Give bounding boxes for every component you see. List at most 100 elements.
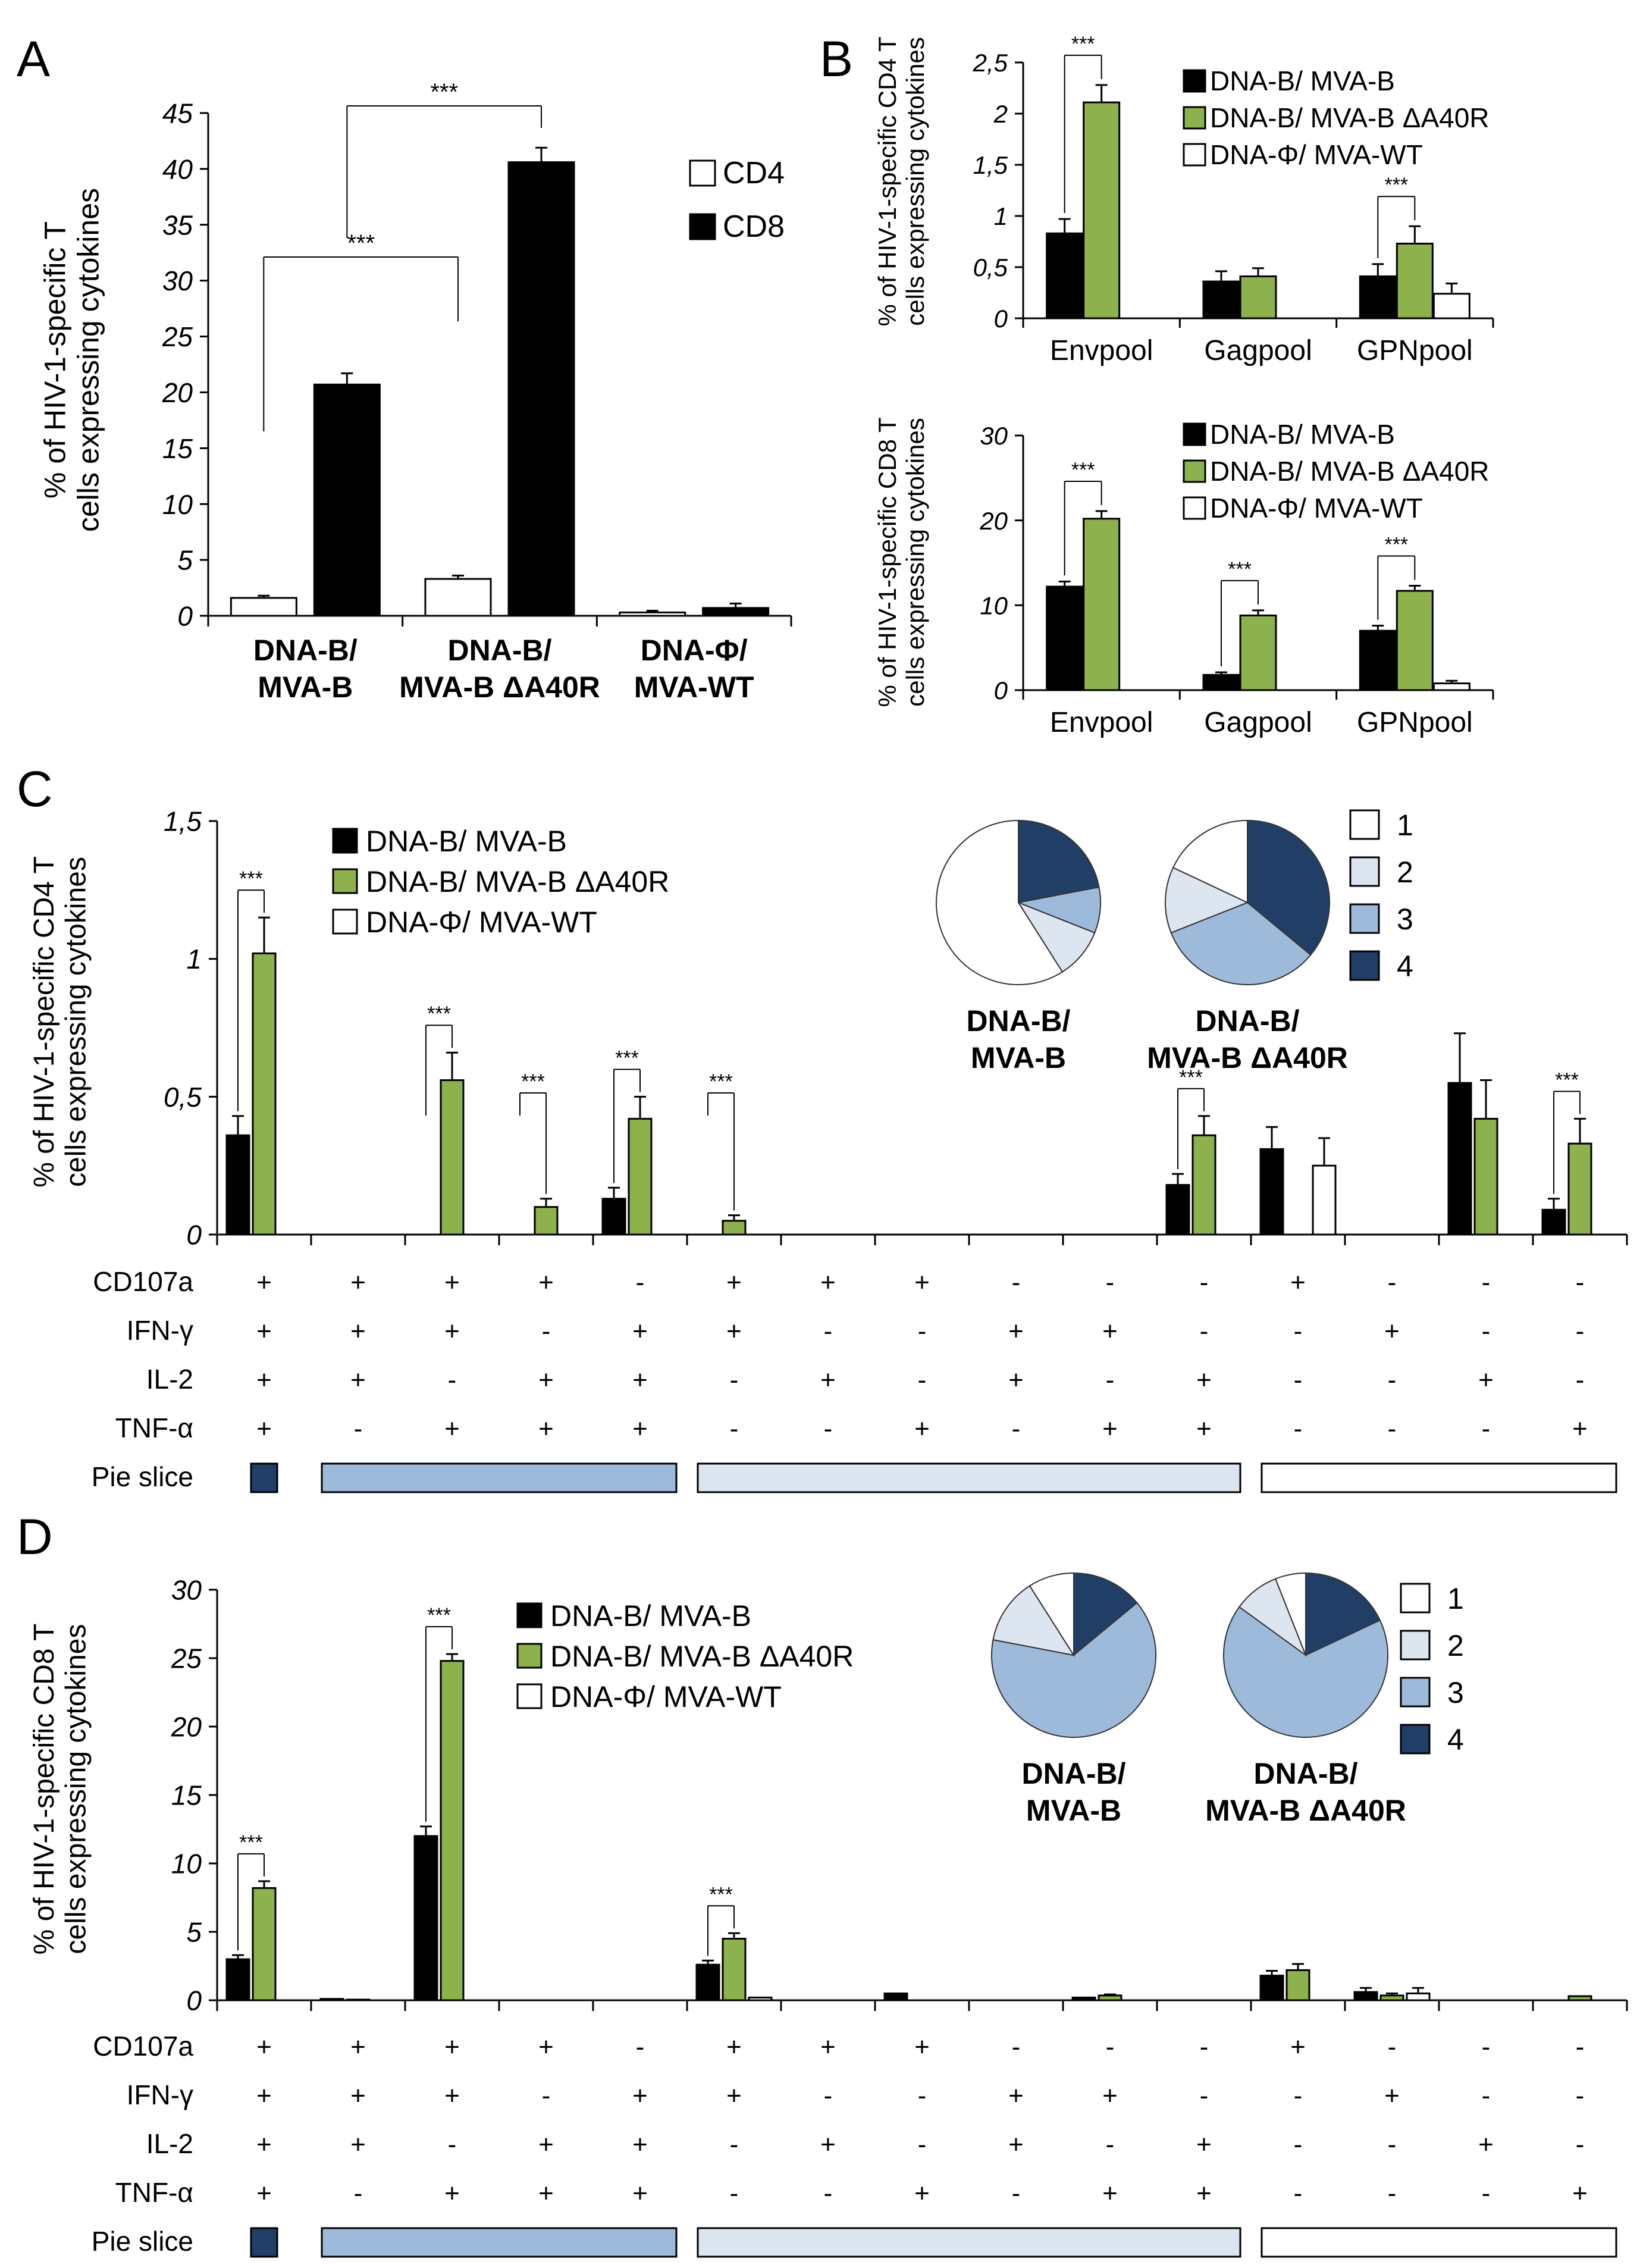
sig-bracket-label: *** (709, 1883, 733, 1906)
sign-cell: + (1102, 2081, 1118, 2110)
y-tick-label: 20 (171, 1712, 202, 1743)
pie-label: DNA-B/ (967, 1004, 1071, 1038)
sign-cell: + (444, 2032, 460, 2062)
bar-green (440, 1079, 465, 1236)
pie-slice-2 (992, 1585, 1076, 1656)
category-label: GPNpool (1357, 707, 1473, 738)
pie-slice-box (697, 2227, 1241, 2258)
pie-legend-label: 4 (1447, 1723, 1464, 1756)
pie-legend-label: 1 (1447, 1582, 1464, 1615)
sign-cell: + (256, 1268, 272, 1297)
sig-bracket-cd8-label: *** (430, 79, 458, 105)
pie-legend-swatch (1400, 1677, 1431, 1708)
bar-green (1567, 1142, 1592, 1236)
pie-legend-label: 4 (1397, 950, 1413, 983)
sign-cell: - (1576, 2032, 1585, 2062)
legend-swatch (332, 828, 358, 854)
y-tick-label: 1 (186, 944, 202, 975)
sign-cell: + (538, 1414, 554, 1443)
y-tick-label: 0 (994, 305, 1008, 333)
pie-legend-label: 3 (1447, 1676, 1464, 1709)
sign-cell: + (350, 2081, 366, 2110)
panel-label-d: D (17, 1509, 53, 1565)
sign-cell: - (354, 1414, 363, 1443)
y-tick-label: 40 (162, 154, 193, 184)
row-label: IL-2 (146, 1364, 193, 1395)
pie-slice-3 (1223, 1606, 1388, 1738)
sign-cell: - (730, 2130, 739, 2159)
bar-green (1567, 1995, 1592, 2001)
sign-cell: - (1294, 2179, 1303, 2208)
bar-green (1192, 1134, 1216, 1236)
sign-cell: - (824, 1317, 833, 1346)
legend-label: DNA-B/ MVA-B ΔA40R (1210, 102, 1490, 133)
sign-cell: - (1388, 1414, 1397, 1443)
pie-slice-box (1261, 2227, 1617, 2258)
bar-green (1285, 1969, 1310, 2001)
pie-label: MVA-B ΔA40R (1205, 1794, 1406, 1827)
sign-cell: - (354, 2179, 363, 2208)
y-axis-label: cells expressing cytokines (901, 37, 929, 326)
sign-cell: - (824, 1414, 833, 1443)
row-label: CD107a (93, 1266, 193, 1297)
category-label: Envpool (1050, 335, 1153, 366)
sig-bracket-label: *** (1071, 459, 1095, 481)
sign-cell: + (444, 1414, 460, 1443)
sign-cell: - (918, 1365, 927, 1395)
sign-cell: + (1572, 2179, 1588, 2208)
panel-b-cd4-chart: 0 0,5 1 1,5 2 2,5 Envpool Gagpool GPNpool *** *** D… (873, 33, 1494, 366)
bar-green (1396, 242, 1434, 319)
bar-green (534, 1206, 559, 1236)
sign-cell: + (914, 2179, 930, 2208)
y-tick-label: 2,5 (973, 49, 1008, 77)
sign-cell: + (726, 2081, 742, 2110)
sig-bracket-cd4-label: *** (347, 230, 375, 256)
category-label: Gagpool (1204, 335, 1312, 366)
sign-cell: + (726, 1317, 742, 1346)
sign-cell: + (256, 2130, 272, 2159)
row-label: IFN-γ (127, 1315, 193, 1346)
y-tick-label: 0 (186, 1985, 202, 2016)
sign-cell: + (914, 1268, 930, 1297)
sign-cell: - (730, 2179, 739, 2208)
y-axis-label: % of HIV-1-specific CD4 T (873, 36, 901, 326)
legend-label: DNA-B/ MVA-B (1210, 65, 1395, 96)
pie-slice-1 (1029, 1572, 1074, 1658)
sign-cell: - (1576, 2081, 1585, 2110)
sign-cell: + (914, 2032, 930, 2062)
y-axis-label: cells expressing cytokines (61, 857, 92, 1187)
pie-slice-4 (1018, 819, 1100, 904)
bar-green (1396, 590, 1434, 691)
panel-labels: A B C D (17, 31, 853, 1565)
legend-swatch (516, 1643, 543, 1669)
bar-cd4 (424, 578, 492, 617)
pie-legend-label: 2 (1447, 1629, 1464, 1662)
pie-label: DNA-B/ (1254, 1757, 1358, 1790)
pie-slice-1 (1172, 819, 1248, 904)
sign-cell: - (1388, 2032, 1397, 2062)
category-label: DNA-Φ/ (641, 634, 748, 667)
sign-cell: + (632, 1365, 648, 1395)
sign-cell: + (1290, 1268, 1306, 1297)
pie-slice-label: Pie slice (92, 2226, 193, 2257)
y-tick-label: 1,5 (973, 151, 1008, 179)
pie-legend-swatch (1400, 1724, 1431, 1755)
sign-cell: + (256, 2179, 272, 2208)
sign-cell: + (1102, 1317, 1118, 1346)
sign-cell: + (1384, 1317, 1400, 1346)
pie-slice-label: Pie slice (92, 1461, 193, 1492)
bar-white (1432, 293, 1470, 319)
pie-legend-label: 1 (1397, 809, 1413, 842)
pie-label: MVA-B ΔA40R (1147, 1041, 1348, 1075)
bar-black (1259, 1148, 1284, 1236)
legend-label: DNA-B/ MVA-B (366, 825, 567, 858)
legend-label: DNA-Φ/ MVA-WT (1210, 493, 1423, 524)
pie-slice-box (250, 2227, 278, 2258)
sign-cell: - (636, 1268, 645, 1297)
legend-label: DNA-Φ/ MVA-WT (1210, 139, 1423, 170)
pie-legend-label: 3 (1397, 903, 1413, 936)
sign-cell: - (1482, 2032, 1491, 2062)
bar-black (1447, 1082, 1472, 1236)
